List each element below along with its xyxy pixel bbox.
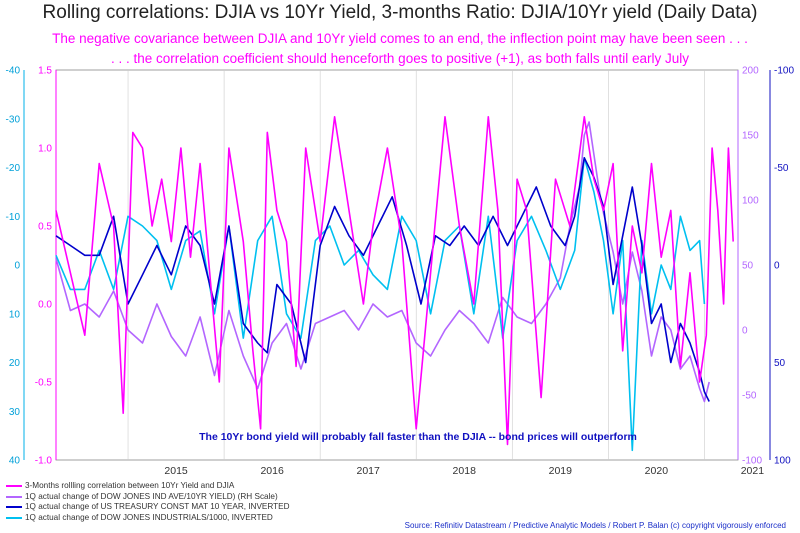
x-tick-label: 2018 <box>453 465 477 477</box>
chart-annotation: The 10Yr bond yield will probably fall f… <box>199 431 637 443</box>
left-inner-tick-label: 1.5 <box>38 66 52 77</box>
chart-legend: 3-Months rollling correlation between 10… <box>6 481 290 523</box>
left-inner-tick-label: 1.0 <box>38 144 52 155</box>
right-outer-tick-label: -50 <box>774 163 789 174</box>
left-outer-tick-label: -30 <box>6 114 21 125</box>
legend-label: 1Q actual change of US TREASURY CONST MA… <box>25 502 290 512</box>
left-inner-tick-label: -1.0 <box>35 456 53 467</box>
legend-swatch <box>6 495 22 498</box>
x-tick-label: 2015 <box>164 465 188 477</box>
left-outer-tick-label: 40 <box>9 456 21 467</box>
chart-title: Rolling correlations: DJIA vs 10Yr Yield… <box>42 2 758 23</box>
source-note: Source: Refinitiv Datastream / Predictiv… <box>404 521 786 530</box>
right-inner-tick-label: -100 <box>742 456 762 467</box>
x-tick-label: 2021 <box>741 465 765 477</box>
series-layer <box>55 116 734 452</box>
right-inner-tick-label: 0 <box>742 326 748 337</box>
x-tick-label: 2017 <box>357 465 381 477</box>
series-line-2 <box>55 121 710 403</box>
right-outer-tick-label: -100 <box>774 66 794 77</box>
x-tick-label: 2020 <box>645 465 669 477</box>
legend-item: 1Q actual change of DOW JONES IND AVE/10… <box>6 492 290 503</box>
left-outer-tick-label: 20 <box>9 358 21 369</box>
left-outer-tick-label: 30 <box>9 407 21 418</box>
left-outer-tick-label: -10 <box>6 212 21 223</box>
legend-swatch <box>6 517 22 520</box>
grid-layer <box>127 70 705 460</box>
right-inner-tick-label: 50 <box>742 261 754 272</box>
series-line-4 <box>55 157 706 452</box>
right-outer-tick-label: 100 <box>774 456 791 467</box>
x-tick-label: 2016 <box>260 465 284 477</box>
legend-swatch <box>6 485 22 488</box>
left-outer-tick-label: 0 <box>14 261 20 272</box>
series-line-1 <box>55 116 734 446</box>
left-outer-tick-label: -20 <box>6 163 21 174</box>
left-outer-tick-label: 10 <box>9 309 21 320</box>
legend-item: 1Q actual change of DOW JONES INDUSTRIAL… <box>6 513 290 524</box>
legend-label: 1Q actual change of DOW JONES IND AVE/10… <box>25 491 278 501</box>
right-outer-tick-label: 50 <box>774 358 786 369</box>
legend-label: 3-Months rollling correlation between 10… <box>25 481 235 490</box>
legend-item: 1Q actual change of US TREASURY CONST MA… <box>6 502 290 513</box>
tick-layer: 2015 2016 2017 2018 2019 2020 2021 -40 -30 -20 -10… <box>6 66 795 478</box>
legend-item: 3-Months rollling correlation between 10… <box>6 481 290 492</box>
left-outer-tick-label: -40 <box>6 66 21 77</box>
chart-subtitle-1: The negative covariance between DJIA and… <box>52 31 748 46</box>
x-tick-label: 2019 <box>549 465 573 477</box>
right-inner-tick-label: -50 <box>742 391 757 402</box>
legend-label: 1Q actual change of DOW JONES INDUSTRIAL… <box>25 512 273 522</box>
right-inner-tick-label: 150 <box>742 131 759 142</box>
legend-swatch <box>6 506 22 509</box>
right-inner-tick-label: 100 <box>742 196 759 207</box>
series-line-3 <box>55 157 710 402</box>
left-inner-tick-label: 0.0 <box>38 300 52 311</box>
right-inner-tick-label: 200 <box>742 66 759 77</box>
chart-subtitle-2: . . . the correlation coefficient should… <box>111 51 689 66</box>
right-outer-tick-label: 0 <box>774 261 780 272</box>
left-inner-tick-label: 0.5 <box>38 222 52 233</box>
left-inner-tick-label: -0.5 <box>35 378 53 389</box>
